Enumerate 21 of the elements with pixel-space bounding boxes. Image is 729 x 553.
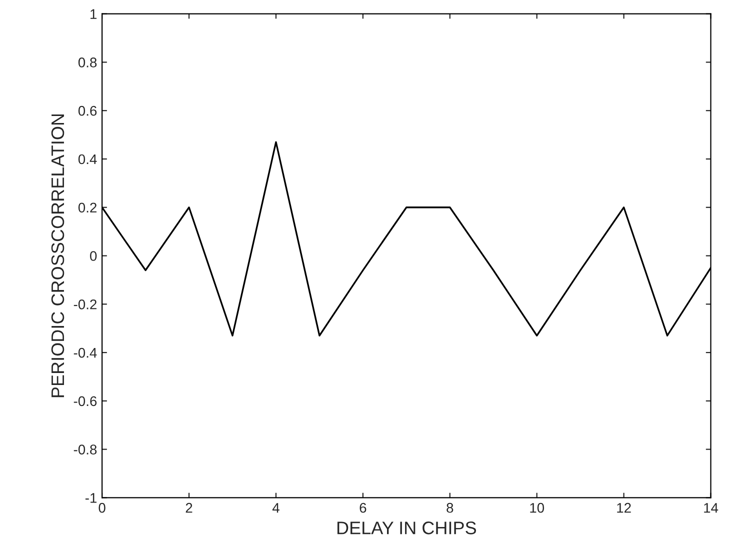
x-tick-label: 4	[272, 503, 280, 513]
x-tick-label: 0	[98, 502, 106, 513]
y-tick-label: -0.6	[74, 396, 97, 406]
y-tick-label: 0.4	[78, 154, 97, 164]
y-tick-label: -0.2	[74, 299, 97, 310]
x-axis-title: DELAY IN CHIPS	[337, 522, 476, 534]
x-tick-label: 8	[446, 502, 454, 513]
y-tick-label: -0.4	[74, 348, 97, 358]
x-tick-label: 14	[704, 503, 718, 513]
y-tick-label: 0.6	[78, 106, 97, 116]
x-tick-label: 2	[186, 502, 192, 513]
y-tick-label: 0	[90, 251, 97, 261]
y-tick-label: 0.8	[78, 58, 97, 68]
x-tick-label: 10	[530, 502, 544, 513]
y-tick-label: 1	[90, 9, 97, 19]
y-axis-title: PERIODIC CROSSCORRELATION	[51, 114, 64, 398]
x-tick-label: 12	[617, 502, 631, 513]
y-tick-label: 0.2	[78, 202, 97, 213]
x-tick-label: 6	[360, 502, 366, 513]
y-tick-label: -1	[85, 493, 97, 503]
y-tick-label: -0.8	[74, 444, 97, 454]
